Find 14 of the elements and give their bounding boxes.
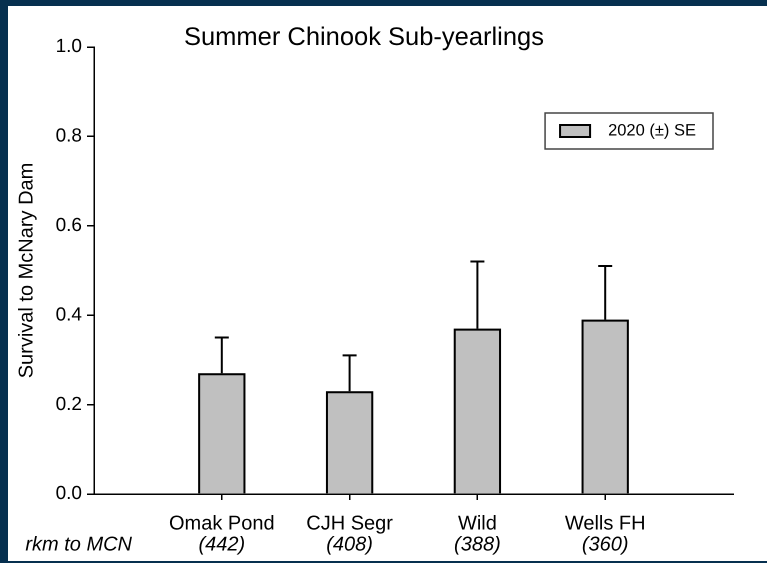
y-tick-label: 0.0 [56, 483, 82, 504]
x-tick-label: Omak Pond (442) [168, 512, 275, 556]
y-tick-label: 1.0 [56, 36, 82, 58]
y-tick-label: 0.6 [56, 215, 82, 236]
x-tick-label: CJH Segr (408) [306, 512, 394, 556]
legend-label: 2020 (±) SE [608, 122, 696, 140]
text: rkm to MCN [25, 534, 133, 556]
y-axis-title: Survival to McNary Dam [16, 162, 38, 378]
x-tick-label: Wild (388) [454, 512, 501, 556]
chart-title: Summer Chinook Sub-yearlings [184, 23, 544, 52]
y-tick-label: 0.2 [56, 394, 82, 415]
y-tick-label: 0.8 [56, 126, 82, 147]
x-tick-label: Wells FH (360) [564, 512, 646, 556]
y-tick-label: 0.4 [56, 304, 82, 326]
